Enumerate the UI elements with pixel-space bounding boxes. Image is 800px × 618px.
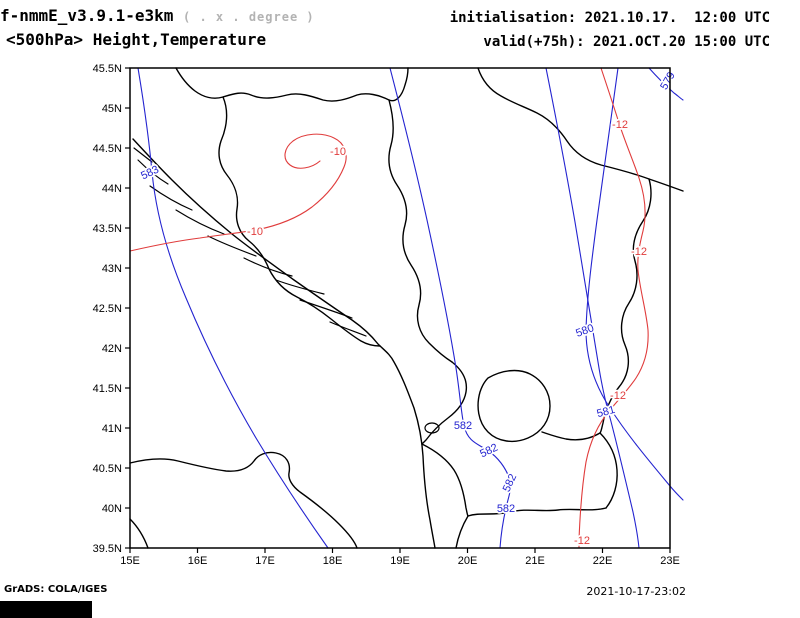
- island-outline: [149, 185, 193, 211]
- height-label: 580: [574, 322, 595, 340]
- temp-label: -12: [612, 119, 628, 131]
- italy-adriatic-coast: [129, 451, 358, 549]
- serbia-danube-border: [477, 67, 684, 192]
- y-tick-label: 41.5N: [93, 383, 122, 395]
- y-tick-label: 40.5N: [93, 463, 122, 475]
- taskbar-fragment: [0, 601, 92, 618]
- height-label: 582: [454, 420, 472, 432]
- albania-macedonia-border: [421, 443, 469, 517]
- resolution-note: ( . x . degree ): [183, 10, 315, 24]
- x-tick-label: 17E: [255, 555, 275, 567]
- y-tick-label: 42.5N: [93, 303, 122, 315]
- height-contour-579: [648, 67, 684, 101]
- macedonia-bulgaria-border: [599, 432, 618, 509]
- serbia-bulgaria-border: [599, 178, 652, 434]
- product-title: <500hPa> Height,Temperature: [6, 30, 267, 49]
- y-tick-label: 44N: [102, 183, 122, 195]
- bosnia-west-border: [218, 96, 381, 347]
- temp-label: -12: [631, 246, 647, 258]
- y-tick-label: 41N: [102, 423, 122, 435]
- y-tick-label: 45N: [102, 103, 122, 115]
- y-tick-label: 44.5N: [93, 143, 122, 155]
- temp-label: -10: [330, 146, 346, 158]
- geography-layer: [129, 67, 684, 549]
- grads-credit: GrADS: COLA/IGES: [4, 584, 108, 595]
- init-time-label: initialisation: 2021.10.17. 12:00 UTC: [449, 10, 770, 26]
- island-outline: [329, 321, 367, 337]
- height-contour-580: [585, 67, 684, 501]
- header-line-1: f-nmmE_v3.9.1-e3km ( . x . degree ): [0, 6, 315, 25]
- x-tick-label: 21E: [525, 555, 545, 567]
- x-tick-label: 19E: [390, 555, 410, 567]
- island-outline: [243, 257, 293, 277]
- island-outline: [137, 159, 169, 185]
- temp-contour-minus10: [129, 133, 347, 252]
- creation-timestamp: 2021-10-17-23:02: [586, 585, 686, 598]
- height-label: 582: [497, 503, 515, 515]
- x-tick-label: 23E: [660, 555, 680, 567]
- height-contour-582: [389, 67, 512, 549]
- height-contour-layer: [137, 67, 684, 549]
- x-tick-label: 16E: [188, 555, 208, 567]
- y-tick-label: 42N: [102, 343, 122, 355]
- temp-label: -12: [574, 535, 590, 547]
- temp-contour-minus12: [578, 67, 649, 549]
- height-contour-583: [137, 67, 329, 549]
- y-tick-label: 43.5N: [93, 223, 122, 235]
- island-outline: [207, 235, 257, 257]
- montenegro-border: [421, 361, 468, 445]
- italy-tyrrhenian-coast: [129, 518, 149, 549]
- island-outline: [133, 147, 153, 163]
- temperature-contour-layer: [129, 67, 649, 549]
- x-tick-label: 18E: [323, 555, 343, 567]
- x-tick-label: 20E: [458, 555, 478, 567]
- y-tick-label: 40N: [102, 503, 122, 515]
- latitude-labels: 45.5N 45N 44.5N 44N 43.5N 43N 42.5N 42N …: [93, 63, 122, 555]
- model-title: f-nmmE_v3.9.1-e3km: [0, 6, 174, 25]
- temp-label: -10: [247, 226, 263, 238]
- bosnia-east-drina-border: [388, 99, 453, 363]
- axes-layer: 45.5N 45N 44.5N 44N 43.5N 43N 42.5N 42N …: [93, 63, 680, 567]
- height-label: 579: [658, 70, 678, 92]
- y-tick-label: 43N: [102, 263, 122, 275]
- island-outline: [175, 209, 225, 235]
- island-outline: [275, 279, 325, 295]
- valid-time-label: valid(+75h): 2021.OCT.20 15:00 UTC: [483, 34, 770, 50]
- header-right: initialisation: 2021.10.17. 12:00 UTC va…: [450, 6, 770, 54]
- island-outline: [299, 299, 353, 319]
- y-tick-label: 45.5N: [93, 63, 122, 75]
- temp-label: -12: [610, 390, 626, 402]
- kosovo-border: [477, 369, 551, 443]
- x-tick-label: 22E: [593, 555, 613, 567]
- x-tick-label: 15E: [120, 555, 140, 567]
- macedonia-north-border: [541, 431, 601, 441]
- height-label: 583: [139, 164, 161, 183]
- height-contour-581: [545, 67, 640, 549]
- longitude-labels: 15E 16E 17E 18E 19E 20E 21E 22E 23E: [120, 555, 680, 567]
- y-tick-label: 39.5N: [93, 543, 122, 555]
- croatia-north-border: [175, 67, 409, 102]
- albania-greece-border: [455, 515, 469, 549]
- lake-scutari: [424, 422, 440, 434]
- height-label: 582: [501, 472, 520, 494]
- tick-marks: [125, 67, 671, 553]
- height-label: 581: [596, 404, 617, 420]
- adriatic-coastline: [132, 138, 436, 549]
- macedonia-greece-border: [467, 507, 607, 517]
